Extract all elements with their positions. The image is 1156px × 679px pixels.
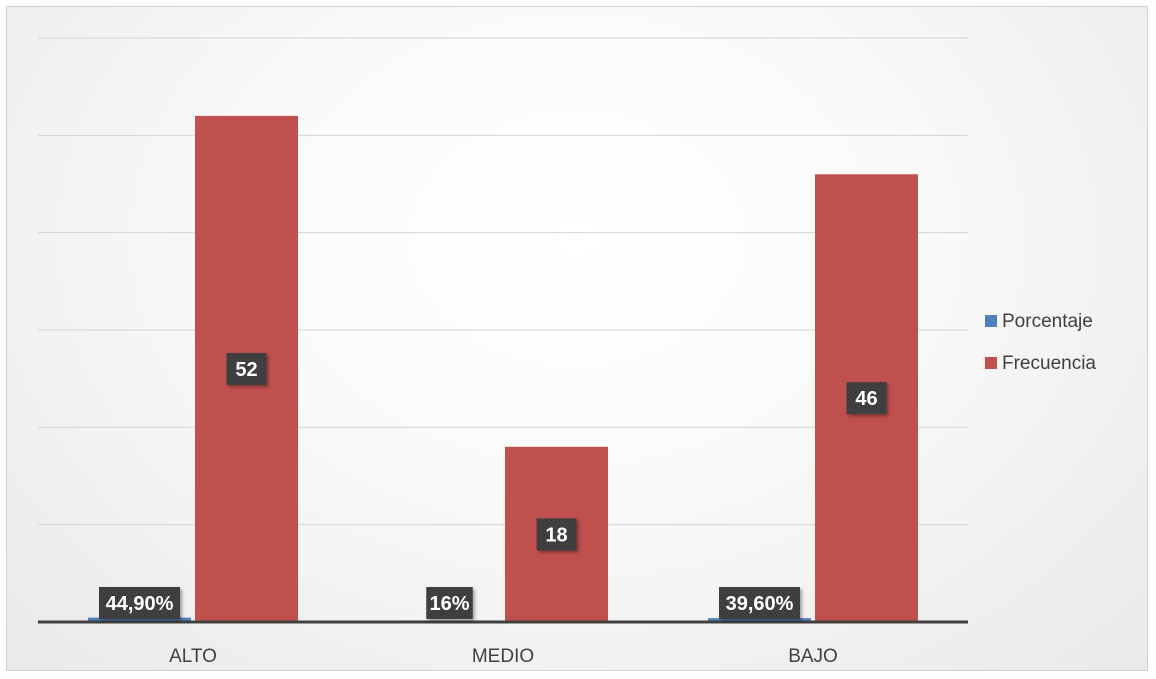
data-label-box: [719, 587, 800, 619]
x-axis: ALTO MEDIO BAJO: [38, 620, 968, 667]
legend-swatch-frecuencia: [985, 357, 997, 369]
data-label: 46: [855, 388, 877, 410]
data-label-box: [846, 382, 887, 415]
legend-label-porcentaje: Porcentaje: [1002, 311, 1093, 332]
gridlines: [38, 37, 968, 526]
data-label: 52: [235, 359, 257, 381]
data-label: 16%: [429, 593, 469, 615]
data-label-box: [99, 587, 180, 619]
data-label-box: [426, 587, 473, 619]
data-label: 44,90%: [106, 593, 174, 615]
bars: [88, 115, 918, 622]
bar-porcentaje-bajo: [708, 618, 811, 622]
data-label: 18: [545, 524, 567, 546]
data-label: 39,60%: [726, 593, 794, 615]
bar-porcentaje-alto: [88, 617, 191, 622]
x-tick-label: ALTO: [169, 646, 217, 667]
legend-swatch-porcentaje: [985, 315, 997, 327]
x-tick-label: BAJO: [788, 646, 838, 667]
data-label-box: [226, 352, 267, 385]
x-tick-label: MEDIO: [472, 646, 534, 667]
data-label-box: [536, 518, 577, 551]
legend: Porcentaje Frecuencia: [985, 311, 1096, 374]
data-labels: 44,90% 52 16% 18 39,60% 46: [99, 352, 887, 619]
legend-label-frecuencia: Frecuencia: [1002, 353, 1096, 374]
